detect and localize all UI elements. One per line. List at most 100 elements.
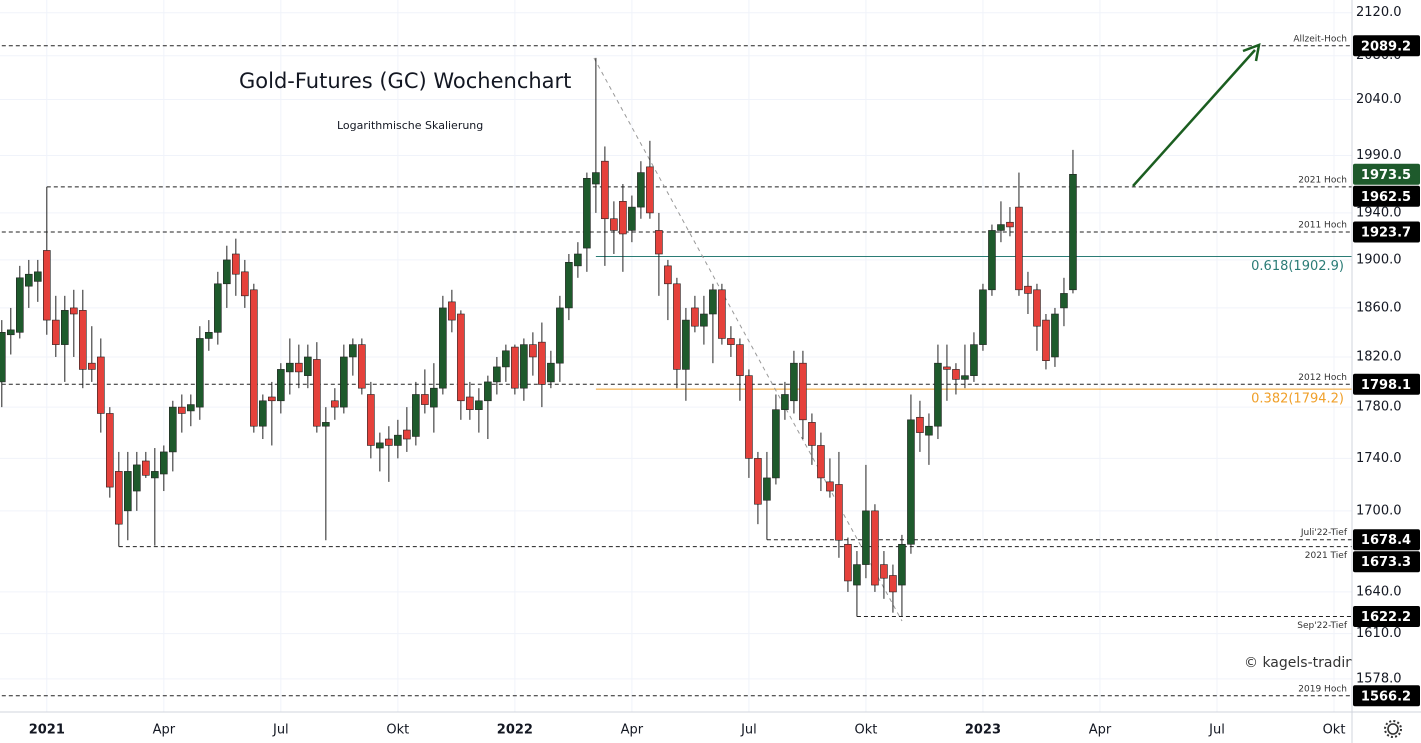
candle-body bbox=[1024, 285, 1032, 294]
time-axis-panel bbox=[0, 712, 1352, 743]
candle-body bbox=[997, 224, 1005, 231]
candles bbox=[0, 57, 1077, 617]
candle-body bbox=[700, 313, 708, 327]
price-tag-label: 1923.7 bbox=[1361, 225, 1411, 240]
candle-body bbox=[205, 332, 213, 339]
price-tag-label: 2089.2 bbox=[1361, 39, 1411, 54]
candle-body bbox=[1033, 289, 1041, 327]
settings-icon[interactable] bbox=[1384, 720, 1402, 738]
x-tick-label: Jul bbox=[272, 723, 289, 738]
candle-body bbox=[934, 362, 942, 427]
candle-body bbox=[403, 429, 411, 440]
candle-body bbox=[313, 359, 321, 427]
candle-body bbox=[889, 575, 897, 593]
candle-body bbox=[88, 362, 96, 370]
candle-body bbox=[7, 329, 15, 336]
candle-body bbox=[160, 451, 168, 475]
candle-body bbox=[484, 381, 492, 402]
candle-body bbox=[61, 310, 69, 345]
price-tag-label: 1798.1 bbox=[1361, 378, 1411, 393]
candle-body bbox=[673, 283, 681, 370]
price-tag-label: 1678.4 bbox=[1361, 533, 1411, 548]
price-tag-box bbox=[1353, 373, 1420, 395]
candle-body bbox=[862, 510, 870, 565]
y-tick-label: 1860.0 bbox=[1356, 300, 1402, 315]
level-label: 2019 Hoch bbox=[1298, 684, 1347, 694]
candle-body bbox=[1060, 293, 1068, 309]
x-tick-label: Jul bbox=[740, 723, 757, 738]
candle-body bbox=[988, 230, 996, 291]
level-label: Allzeit-Hoch bbox=[1293, 34, 1347, 44]
candle-body bbox=[106, 413, 114, 488]
candle-body bbox=[133, 464, 141, 492]
candle-body bbox=[871, 510, 879, 586]
candle-body bbox=[808, 422, 816, 446]
fib-label: 0.618(1902.9) bbox=[1251, 259, 1344, 274]
price-tag-label: 1973.5 bbox=[1361, 168, 1411, 183]
y-tick-label: 1820.0 bbox=[1356, 349, 1402, 364]
candle-body bbox=[520, 344, 528, 389]
level-label: 2021 Hoch bbox=[1298, 175, 1347, 185]
candle-body bbox=[322, 422, 330, 427]
y-tick-label: 1610.0 bbox=[1356, 626, 1402, 641]
price-tag-box bbox=[1353, 185, 1420, 207]
candle-body bbox=[781, 394, 789, 410]
candle-body bbox=[124, 471, 132, 512]
candle-body bbox=[385, 438, 393, 446]
x-tick-label: 2022 bbox=[497, 723, 533, 738]
candle-body bbox=[97, 356, 105, 414]
price-tags: 2089.2 1973.5 1962.5 1923.7 1798.1 1678.4 1673… bbox=[1353, 35, 1420, 707]
candle-body bbox=[223, 259, 231, 285]
candle-body bbox=[556, 307, 564, 364]
candle-body bbox=[574, 253, 582, 267]
gear-teeth[interactable] bbox=[1384, 720, 1402, 738]
candle-body bbox=[970, 344, 978, 376]
price-tag-label: 1566.2 bbox=[1361, 689, 1411, 704]
y-tick-label: 1990.0 bbox=[1356, 148, 1402, 163]
candle-body bbox=[43, 250, 51, 321]
candle-body bbox=[1069, 173, 1077, 291]
candle-body bbox=[601, 160, 609, 220]
x-tick-label: Okt bbox=[1323, 723, 1346, 738]
candle-body bbox=[1006, 221, 1014, 228]
candle-body bbox=[646, 166, 654, 214]
candle-body bbox=[907, 419, 915, 545]
candle-body bbox=[430, 387, 438, 408]
x-tick-label: Apr bbox=[153, 723, 176, 738]
candle-body bbox=[304, 356, 312, 376]
x-tick-label: Okt bbox=[854, 723, 877, 738]
candle-body bbox=[610, 218, 618, 231]
candle-body bbox=[898, 543, 906, 586]
candle-body bbox=[799, 362, 807, 421]
candle-body bbox=[151, 471, 159, 479]
candle-body bbox=[943, 366, 951, 370]
price-tag-box bbox=[1353, 551, 1420, 573]
candle-body bbox=[457, 313, 465, 402]
axes: 2120.02080.02040.01990.01940.01900.01860… bbox=[29, 5, 1402, 737]
x-tick-label: 2021 bbox=[29, 723, 65, 738]
candle-body bbox=[826, 481, 834, 492]
candle-body bbox=[853, 564, 861, 586]
candle-body bbox=[925, 425, 933, 436]
candle-body bbox=[547, 362, 555, 383]
price-tag-label: 1622.2 bbox=[1361, 610, 1411, 625]
candle-body bbox=[412, 394, 420, 437]
y-tick-label: 1780.0 bbox=[1356, 400, 1402, 415]
candle-body bbox=[979, 289, 987, 345]
candle-body bbox=[16, 277, 24, 333]
candle-body bbox=[268, 396, 276, 402]
x-tick-label: Okt bbox=[386, 723, 409, 738]
gear-ring[interactable] bbox=[1387, 723, 1399, 735]
candle-body bbox=[916, 416, 924, 433]
candle-body bbox=[817, 445, 825, 479]
candle-body bbox=[0, 332, 6, 383]
levels: Allzeit-Hoch 2021 Hoch 2011 Hoch 2012 Hoch J… bbox=[1, 34, 1352, 697]
candle-body bbox=[727, 338, 735, 345]
y-tick-label: 1640.0 bbox=[1356, 584, 1402, 599]
candle-body bbox=[835, 484, 843, 541]
candle-body bbox=[736, 344, 744, 376]
watermark: © kagels-tradin bbox=[1244, 655, 1354, 671]
candle-body bbox=[682, 319, 690, 370]
candle-body bbox=[754, 458, 762, 505]
